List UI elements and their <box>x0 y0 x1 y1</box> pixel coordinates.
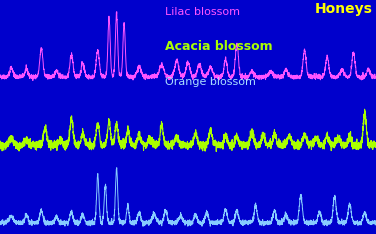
Text: Lilac blossom: Lilac blossom <box>165 7 240 17</box>
Text: Honeys: Honeys <box>314 2 372 16</box>
Text: Orange blossom: Orange blossom <box>165 77 256 87</box>
Text: Acacia blossom: Acacia blossom <box>165 40 273 53</box>
